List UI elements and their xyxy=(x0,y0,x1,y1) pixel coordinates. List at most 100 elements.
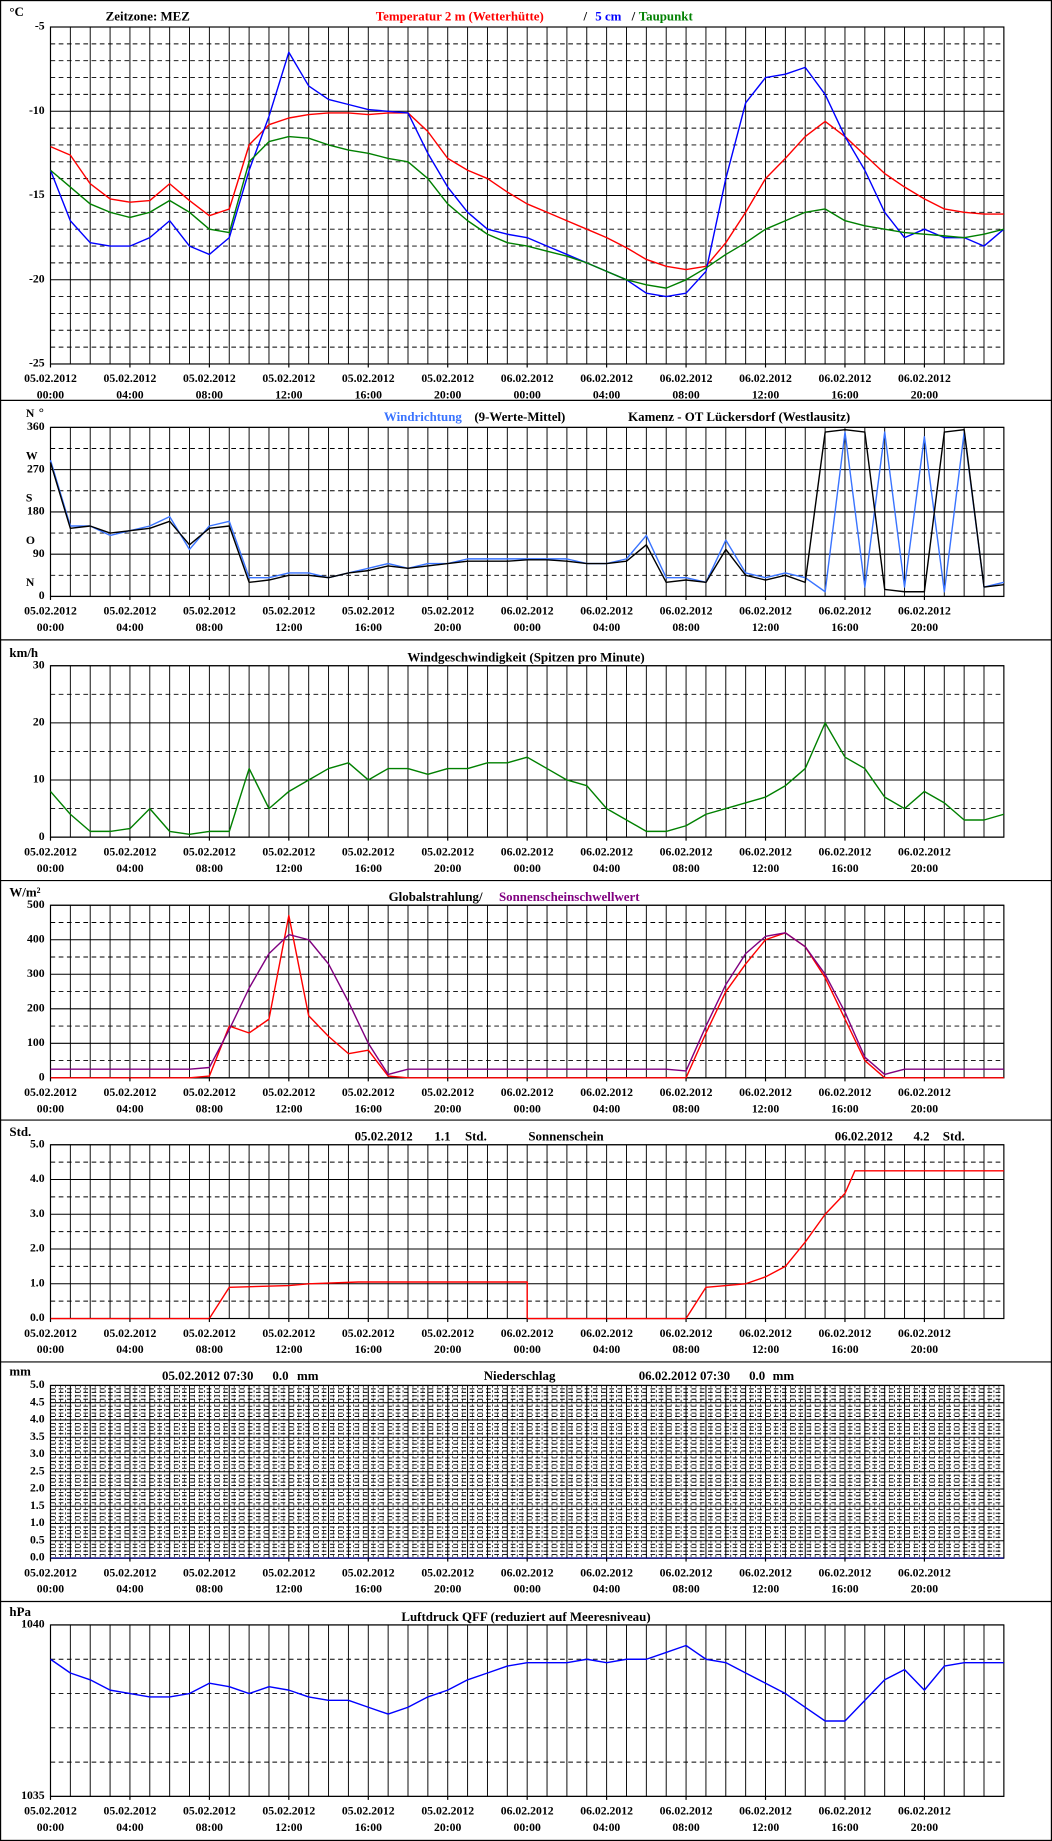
unit-label: hPa xyxy=(9,1604,31,1619)
x-tick-label: 06.02.2012 08:00 xyxy=(660,604,713,633)
x-tick-time: 08:00 xyxy=(196,1821,224,1834)
x-tick-time: 20:00 xyxy=(434,1582,462,1595)
x-tick-date: 06.02.2012 xyxy=(501,372,554,385)
x-tick-date: 06.02.2012 xyxy=(819,1566,872,1579)
x-tick-date: 06.02.2012 xyxy=(580,1326,633,1339)
y-tick-label: 2.5 xyxy=(30,1464,45,1477)
data-line xyxy=(49,429,1004,593)
x-tick-time: 12:00 xyxy=(752,862,780,875)
x-tick-label: 06.02.2012 00:00 xyxy=(501,1804,554,1833)
y-tick-label: 20 xyxy=(33,716,45,729)
y-tick-label: 5.0 xyxy=(30,1137,45,1150)
x-tick-time: 04:00 xyxy=(116,388,144,401)
x-tick-time: 04:00 xyxy=(116,1821,144,1834)
x-tick-time: 20:00 xyxy=(911,1343,939,1356)
data-line xyxy=(49,722,1005,836)
x-tick-label: 05.02.2012 00:00 xyxy=(24,845,77,874)
x-tick-time: 16:00 xyxy=(831,1821,859,1834)
x-tick-label: 06.02.2012 00:00 xyxy=(501,1086,554,1115)
x-tick-label: 06.02.2012 08:00 xyxy=(660,1086,713,1115)
x-tick-date: 06.02.2012 xyxy=(580,1086,633,1099)
x-tick-label: 06.02.2012 20:00 xyxy=(898,845,951,874)
x-tick-label: 06.02.2012 20:00 xyxy=(898,372,951,401)
x-tick-label: 05.02.2012 20:00 xyxy=(421,1566,474,1595)
x-tick-label: 05.02.2012 08:00 xyxy=(183,1566,236,1595)
x-tick-date: 06.02.2012 xyxy=(819,372,872,385)
x-tick-date: 05.02.2012 xyxy=(421,604,474,617)
x-tick-label: 05.02.2012 08:00 xyxy=(183,1804,236,1833)
x-tick-label: 05.02.2012 16:00 xyxy=(342,1086,395,1115)
chart-title: Niederschlag xyxy=(484,1368,556,1383)
x-tick-label: 06.02.2012 08:00 xyxy=(660,372,713,401)
x-tick-label: 06.02.2012 16:00 xyxy=(819,604,872,633)
chart-title: / xyxy=(631,9,636,24)
x-tick-date: 05.02.2012 xyxy=(342,1086,395,1099)
x-tick-label: 05.02.2012 00:00 xyxy=(24,604,77,633)
x-tick-time: 20:00 xyxy=(911,388,939,401)
x-tick-label: 05.02.2012 16:00 xyxy=(342,372,395,401)
y-tick-label: 200 xyxy=(27,1001,45,1014)
x-tick-label: 05.02.2012 12:00 xyxy=(262,1804,315,1833)
x-tick-date: 06.02.2012 xyxy=(660,372,713,385)
chart-title: Zeitzone: MEZ xyxy=(106,9,190,24)
x-tick-label: 06.02.2012 04:00 xyxy=(580,1804,633,1833)
x-tick-time: 20:00 xyxy=(911,621,939,634)
x-tick-time: 20:00 xyxy=(911,1821,939,1834)
x-tick-time: 16:00 xyxy=(355,1102,383,1115)
compass-label: W xyxy=(26,449,38,462)
x-tick-date: 05.02.2012 xyxy=(104,1804,157,1817)
x-tick-date: 05.02.2012 xyxy=(421,1804,474,1817)
x-tick-date: 06.02.2012 xyxy=(660,604,713,617)
x-tick-time: 00:00 xyxy=(513,388,541,401)
x-tick-date: 06.02.2012 xyxy=(660,1326,713,1339)
y-tick-label: 0 xyxy=(39,830,45,843)
y-tick-label: 100 xyxy=(27,1036,45,1049)
y-tick-label: -25 xyxy=(29,357,45,370)
x-tick-time: 16:00 xyxy=(355,1343,383,1356)
unit-label: Std. xyxy=(9,1124,31,1139)
chart-title: Sonnenscheinschwellwert xyxy=(499,889,640,904)
data-line xyxy=(50,135,1005,289)
x-tick-time: 00:00 xyxy=(513,1582,541,1595)
x-tick-date: 05.02.2012 xyxy=(342,1804,395,1817)
x-tick-label: 06.02.2012 08:00 xyxy=(660,1566,713,1595)
x-tick-date: 05.02.2012 xyxy=(183,1086,236,1099)
x-tick-date: 06.02.2012 xyxy=(580,845,633,858)
x-tick-date: 05.02.2012 xyxy=(342,845,395,858)
x-tick-date: 05.02.2012 xyxy=(262,1326,315,1339)
chart-title: 05.02.2012 07:30 xyxy=(162,1368,253,1383)
x-tick-date: 06.02.2012 xyxy=(501,845,554,858)
chart-title: mm xyxy=(297,1368,319,1383)
x-tick-date: 05.02.2012 xyxy=(183,1566,236,1579)
y-tick-label: 180 xyxy=(27,505,45,518)
data-line xyxy=(50,932,1004,1076)
chart-title: Temperatur 2 m (Wetterhütte) xyxy=(376,9,544,24)
x-tick-date: 06.02.2012 xyxy=(739,845,792,858)
x-tick-label: 05.02.2012 16:00 xyxy=(342,604,395,633)
x-tick-time: 20:00 xyxy=(434,1102,462,1115)
chart-title: 06.02.2012 xyxy=(835,1129,893,1144)
x-tick-label: 06.02.2012 20:00 xyxy=(898,1804,951,1833)
x-tick-date: 05.02.2012 xyxy=(262,372,315,385)
x-tick-date: 06.02.2012 xyxy=(898,1566,951,1579)
unit-label: km/h xyxy=(9,645,38,660)
x-tick-time: 00:00 xyxy=(37,621,65,634)
x-tick-date: 06.02.2012 xyxy=(898,1804,951,1817)
x-tick-time: 08:00 xyxy=(196,388,224,401)
x-tick-label: 05.02.2012 12:00 xyxy=(262,604,315,633)
x-tick-date: 06.02.2012 xyxy=(580,1804,633,1817)
x-tick-time: 16:00 xyxy=(831,1582,859,1595)
x-tick-time: 16:00 xyxy=(355,388,383,401)
x-tick-time: 04:00 xyxy=(593,862,621,875)
y-tick-label: 3.5 xyxy=(30,1430,45,1443)
x-tick-date: 05.02.2012 xyxy=(104,372,157,385)
x-tick-label: 05.02.2012 12:00 xyxy=(262,372,315,401)
unit-label: W/m² xyxy=(9,884,40,899)
x-tick-date: 05.02.2012 xyxy=(24,1804,77,1817)
x-tick-label: 05.02.2012 00:00 xyxy=(24,1086,77,1115)
x-tick-time: 08:00 xyxy=(196,1582,224,1595)
x-tick-date: 05.02.2012 xyxy=(421,1326,474,1339)
x-tick-label: 05.02.2012 04:00 xyxy=(104,604,157,633)
